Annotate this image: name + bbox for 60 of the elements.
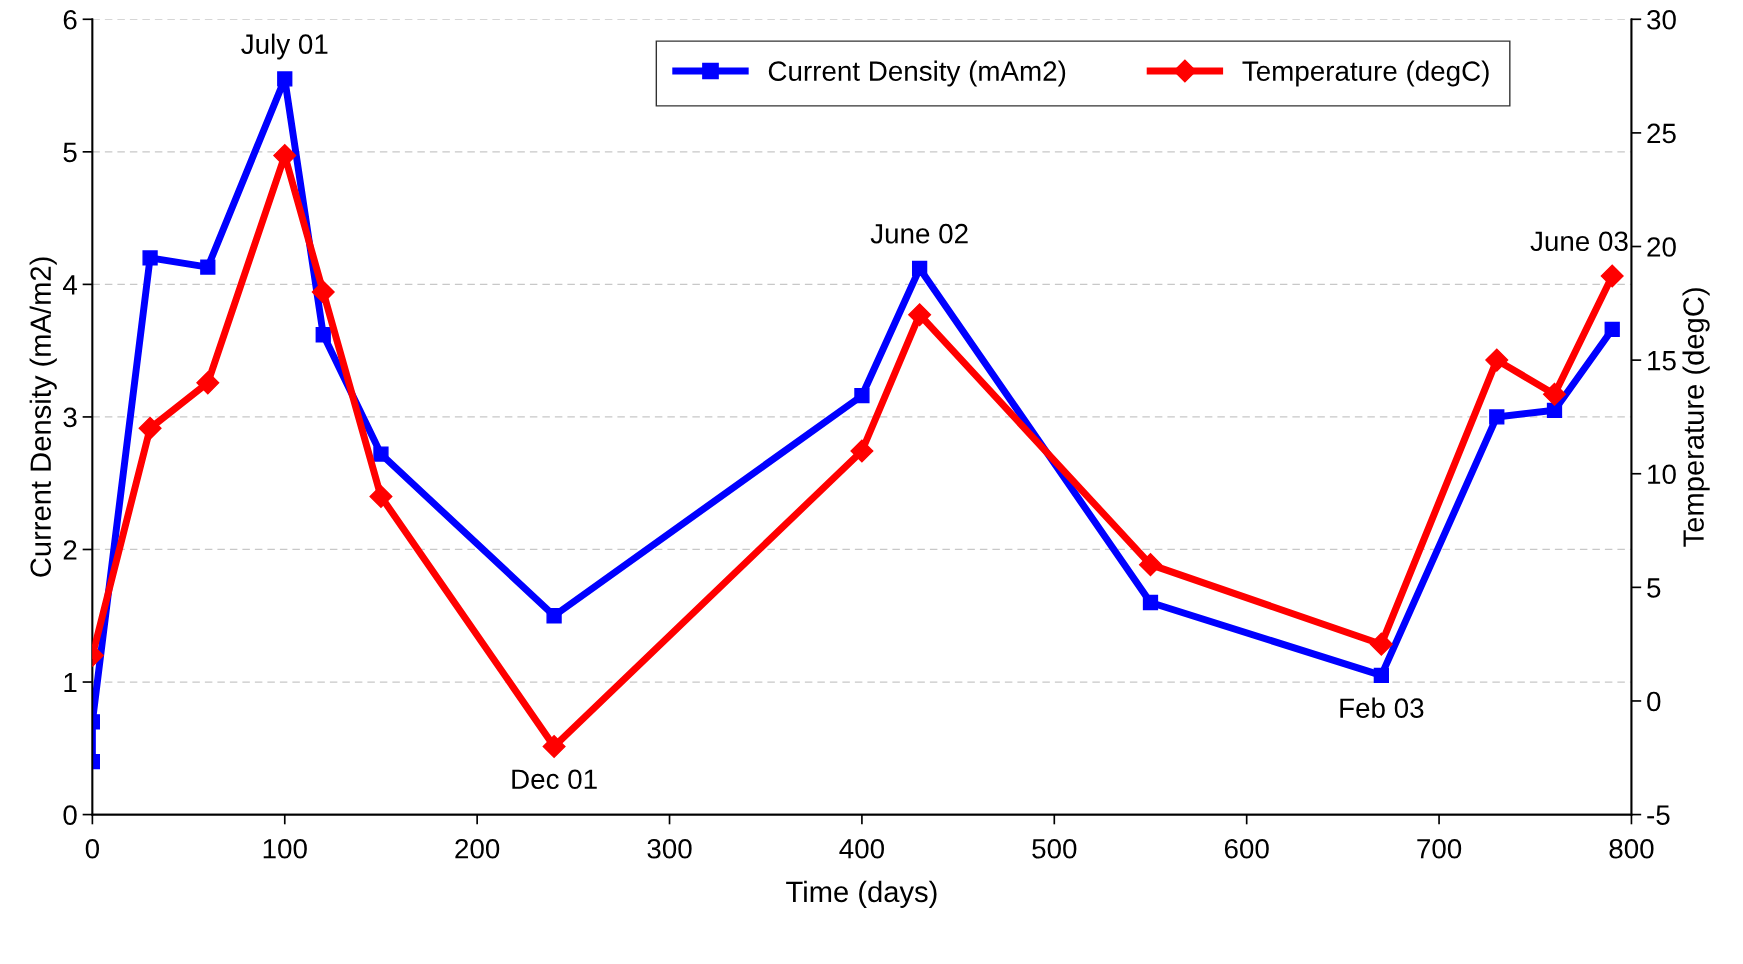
point xyxy=(373,446,389,462)
point xyxy=(315,327,331,343)
point xyxy=(1489,409,1505,425)
y2-tick-label: 20 xyxy=(1647,237,1676,257)
point xyxy=(908,303,932,327)
point xyxy=(138,416,162,440)
point xyxy=(1369,632,1393,656)
point xyxy=(273,144,297,168)
x-tick-label: 400 xyxy=(839,838,884,859)
point xyxy=(1604,321,1620,338)
point xyxy=(911,260,928,277)
y2-tick-label: -5 xyxy=(1647,805,1670,825)
x-tick-label: 500 xyxy=(1032,838,1077,859)
point xyxy=(546,608,562,624)
point xyxy=(1142,594,1159,611)
point xyxy=(311,280,335,304)
x-tick-label: 0 xyxy=(85,838,100,859)
annotation: Dec 01 xyxy=(512,769,597,790)
y2-tick-label: 25 xyxy=(1647,123,1676,144)
annotation: June 03 xyxy=(1530,231,1628,252)
y-tick-label: 3 xyxy=(63,407,77,428)
point xyxy=(1543,382,1566,406)
y2-tick-label: 10 xyxy=(1648,464,1676,485)
point xyxy=(1373,667,1389,684)
point xyxy=(1546,402,1563,418)
point xyxy=(196,371,220,395)
y2-tick-label: 5 xyxy=(1647,578,1661,598)
x-tick-label: 600 xyxy=(1224,838,1269,859)
point xyxy=(850,439,874,463)
legend-label: Temperature (degC) xyxy=(1242,60,1489,87)
point xyxy=(369,484,393,508)
y2-axis-title: Temperature (degC) xyxy=(1682,288,1710,547)
legend-label: Current Density (mAm2) xyxy=(768,60,1066,87)
y-tick-label: 1 xyxy=(64,672,77,693)
y-tick-label: 5 xyxy=(63,142,77,163)
x-tick-label: 800 xyxy=(1609,838,1654,859)
point xyxy=(1138,553,1162,577)
x-tick-label: 100 xyxy=(263,838,307,859)
y-tick-label: 0 xyxy=(63,805,77,825)
point xyxy=(542,734,566,758)
y2-tick-label: 0 xyxy=(1647,691,1661,712)
point xyxy=(854,388,870,404)
y-tick-label: 4 xyxy=(62,275,77,295)
annotation: June 02 xyxy=(870,223,968,244)
point xyxy=(1600,264,1624,288)
annotation: Feb 03 xyxy=(1340,697,1424,719)
x-tick-label: 200 xyxy=(455,838,500,859)
x-axis-title: Time (days) xyxy=(786,880,937,908)
x-tick-label: 300 xyxy=(647,838,692,859)
y-tick-label: 2 xyxy=(63,540,77,560)
point xyxy=(277,71,293,87)
y2-tick-label: 15 xyxy=(1648,351,1676,371)
point xyxy=(142,250,158,266)
y2-tick-label: 30 xyxy=(1647,9,1676,30)
y-tick-label: 6 xyxy=(63,9,77,30)
point xyxy=(200,259,216,275)
point xyxy=(1485,348,1509,372)
y-axis-title: Current Density (mA/m2) xyxy=(29,257,57,577)
annotation: July 01 xyxy=(241,33,328,60)
x-tick-label: 700 xyxy=(1417,838,1462,859)
